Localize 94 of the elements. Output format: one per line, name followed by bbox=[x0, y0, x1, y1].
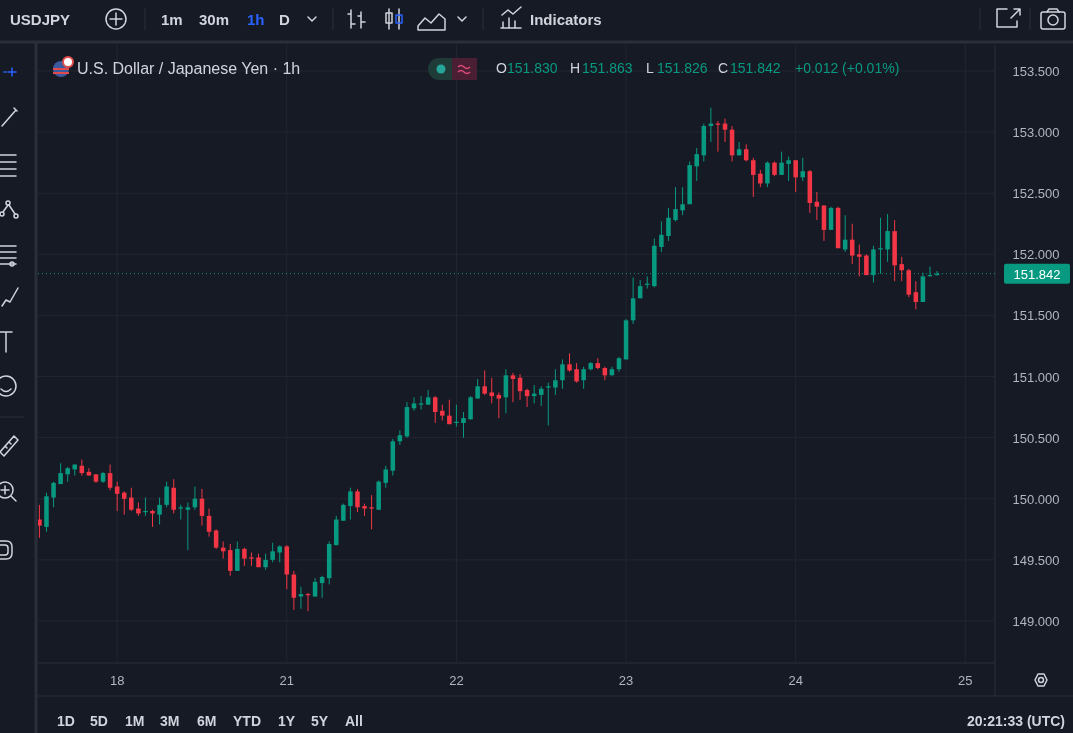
x-tick-label: 21 bbox=[279, 673, 295, 688]
text: USDJPY bbox=[10, 11, 71, 28]
candlestick bbox=[913, 280, 919, 310]
candlestick bbox=[369, 494, 374, 530]
ref-line-label: 151.842 bbox=[1013, 266, 1061, 282]
candlestick bbox=[751, 157, 756, 198]
candlestick bbox=[164, 481, 169, 508]
text: All bbox=[345, 713, 363, 729]
text: 5D bbox=[90, 713, 108, 729]
text: 1m bbox=[161, 11, 183, 28]
candlestick bbox=[157, 497, 162, 525]
candlestick bbox=[418, 395, 424, 411]
candlestick bbox=[546, 382, 551, 426]
candlestick bbox=[581, 366, 586, 390]
text: 3M bbox=[160, 713, 180, 729]
candlestick bbox=[242, 547, 247, 567]
text: 1D bbox=[57, 713, 75, 729]
candlestick bbox=[567, 352, 572, 373]
candlestick bbox=[560, 358, 565, 390]
candlestick bbox=[765, 160, 770, 188]
candlestick bbox=[666, 207, 671, 242]
x-tick-label: 25 bbox=[958, 673, 973, 688]
candlestick bbox=[659, 220, 664, 253]
candlestick bbox=[107, 464, 113, 491]
text: 6M bbox=[197, 713, 217, 729]
text: YTD bbox=[233, 713, 261, 729]
candlestick bbox=[885, 213, 890, 263]
y-tick-label: 149.500 bbox=[1012, 552, 1060, 568]
x-tick-label: 18 bbox=[109, 673, 125, 688]
candlestick bbox=[171, 478, 176, 514]
annotation: 151.826 bbox=[657, 60, 708, 76]
candlestick bbox=[235, 541, 240, 572]
candlestick bbox=[432, 395, 438, 424]
candlestick bbox=[447, 399, 452, 425]
text: 1M bbox=[125, 713, 145, 729]
candlestick bbox=[383, 465, 388, 489]
candlestick bbox=[680, 186, 685, 216]
candlestick bbox=[857, 244, 862, 277]
candlestick bbox=[482, 369, 487, 396]
candlestick bbox=[673, 186, 678, 222]
text: 1Y bbox=[278, 713, 296, 729]
candlestick bbox=[793, 159, 798, 193]
candlestick bbox=[899, 256, 904, 282]
text: U.S. Dollar / Japanese Yen · 1h bbox=[77, 60, 301, 77]
annotation: 151.830 bbox=[507, 60, 558, 76]
candlestick bbox=[496, 391, 502, 419]
candlestick bbox=[298, 586, 304, 610]
candlestick bbox=[185, 501, 191, 551]
annotation: L bbox=[646, 60, 654, 76]
candlestick bbox=[553, 368, 558, 396]
y-tick-label: 149.000 bbox=[1012, 613, 1060, 629]
x-tick-label: 23 bbox=[618, 673, 634, 688]
candlestick bbox=[312, 577, 318, 598]
candlestick bbox=[411, 396, 417, 412]
candlestick bbox=[227, 543, 233, 577]
text: 30m bbox=[199, 11, 230, 28]
y-tick-label: 150.000 bbox=[1012, 491, 1060, 507]
y-tick-label: 152.000 bbox=[1012, 247, 1060, 263]
candlestick bbox=[461, 411, 466, 439]
y-tick-label: 152.500 bbox=[1012, 186, 1060, 202]
candlestick bbox=[38, 504, 42, 539]
candlestick bbox=[51, 481, 56, 508]
text: Indicators bbox=[530, 11, 602, 28]
annotation: C bbox=[718, 60, 729, 76]
candlestick bbox=[355, 488, 360, 513]
candlestick bbox=[489, 377, 495, 404]
candlestick bbox=[574, 362, 579, 384]
candlestick bbox=[129, 487, 134, 512]
y-tick-label: 153.500 bbox=[1012, 64, 1060, 80]
y-tick-label: 151.500 bbox=[1012, 308, 1060, 324]
text: 1h bbox=[247, 11, 265, 28]
candlestick bbox=[786, 156, 791, 182]
candlestick bbox=[86, 467, 92, 477]
x-tick-label: 24 bbox=[788, 673, 803, 688]
annotation: +0.012 (+0.01%) bbox=[795, 60, 900, 76]
candlestick bbox=[475, 378, 480, 400]
y-tick-label: 151.000 bbox=[1012, 369, 1060, 385]
candlestick bbox=[348, 487, 353, 521]
text: 20:21:33 (UTC) bbox=[966, 713, 1065, 729]
y-tick-label: 150.500 bbox=[1012, 430, 1060, 446]
annotation: 151.842 bbox=[730, 60, 781, 76]
candlestick bbox=[694, 147, 699, 182]
annotation: H bbox=[570, 60, 581, 76]
x-tick-label: 22 bbox=[449, 673, 464, 688]
annotation: 151.863 bbox=[582, 60, 633, 76]
candlestick bbox=[510, 372, 516, 403]
candlestick bbox=[814, 191, 820, 221]
candlestick bbox=[800, 157, 806, 182]
y-tick-label: 153.000 bbox=[1012, 125, 1060, 141]
text: 5Y bbox=[311, 713, 329, 729]
candlestick bbox=[270, 542, 275, 563]
text: D bbox=[279, 11, 290, 28]
candlestick bbox=[779, 151, 784, 176]
annotation: O bbox=[496, 60, 507, 76]
